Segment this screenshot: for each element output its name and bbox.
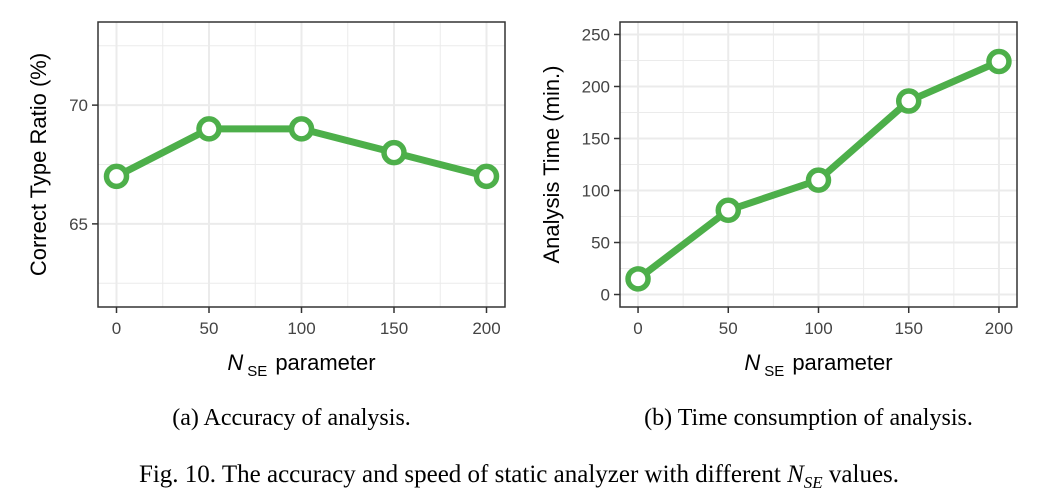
x-axis-subscript: SE bbox=[764, 363, 784, 380]
y-tick-label: 65 bbox=[69, 215, 88, 234]
y-tick-label: 100 bbox=[582, 182, 610, 201]
y-axis-label: Correct Type Ratio (%) bbox=[26, 53, 51, 276]
x-axis-subscript: SE bbox=[247, 363, 267, 380]
data-point bbox=[895, 88, 922, 114]
data-point bbox=[103, 163, 130, 190]
data-point bbox=[625, 266, 651, 292]
data-point bbox=[805, 167, 832, 193]
x-tick-label: 0 bbox=[633, 319, 642, 338]
data-point bbox=[381, 139, 407, 166]
x-tick-label: 100 bbox=[287, 319, 315, 338]
x-axis-label: N SE parameter bbox=[744, 350, 892, 380]
data-point bbox=[196, 116, 222, 142]
panel-caption: (b) Time consumption of analysis. bbox=[644, 405, 973, 431]
data-point bbox=[715, 197, 742, 224]
data-point bbox=[986, 48, 1012, 75]
y-tick-label: 250 bbox=[582, 25, 610, 44]
x-tick-label: 150 bbox=[380, 319, 408, 338]
figure-caption-prefix: Fig. 10. The accuracy and speed of stati… bbox=[139, 461, 787, 488]
x-axis-symbol: N bbox=[227, 350, 243, 375]
x-tick-label: 0 bbox=[112, 319, 121, 338]
series-line bbox=[625, 48, 1012, 292]
x-axis-suffix: parameter bbox=[792, 350, 892, 375]
x-tick-label: 50 bbox=[719, 319, 738, 338]
x-axis-symbol: N bbox=[744, 350, 760, 375]
x-tick-label: 50 bbox=[200, 319, 219, 338]
x-tick-label: 150 bbox=[895, 319, 923, 338]
figure-caption-subscript: SE bbox=[804, 473, 824, 492]
x-axis-suffix: parameter bbox=[275, 350, 375, 375]
y-tick-label: 200 bbox=[582, 77, 610, 96]
x-tick-label: 100 bbox=[804, 319, 832, 338]
x-tick-label: 200 bbox=[472, 319, 500, 338]
x-axis-label: N SE parameter bbox=[227, 350, 375, 380]
axis-ticks: 0 50 100 150 200 0 50 100 150 200 250 bbox=[582, 25, 1014, 338]
y-axis-label: Analysis Time (min.) bbox=[539, 65, 564, 263]
data-point bbox=[288, 116, 315, 142]
x-tick-label: 200 bbox=[985, 319, 1013, 338]
time-chart: 0 50 100 150 200 0 50 100 150 200 250 Analysis Tim… bbox=[539, 21, 1018, 431]
data-point bbox=[473, 163, 500, 190]
y-tick-label: 50 bbox=[591, 234, 610, 253]
y-tick-label: 70 bbox=[69, 96, 88, 115]
figure-caption: Fig. 10. The accuracy and speed of stati… bbox=[139, 461, 899, 492]
y-tick-label: 0 bbox=[601, 286, 610, 305]
panel-caption: (a) Accuracy of analysis. bbox=[172, 405, 411, 431]
figure-caption-symbol: N bbox=[786, 461, 805, 488]
y-tick-label: 150 bbox=[582, 129, 610, 148]
axis-ticks: 0 50 100 150 200 65 70 bbox=[69, 96, 501, 338]
figure-caption-suffix: values. bbox=[823, 461, 899, 488]
series-line bbox=[103, 116, 500, 190]
grid-lines bbox=[620, 22, 1017, 307]
